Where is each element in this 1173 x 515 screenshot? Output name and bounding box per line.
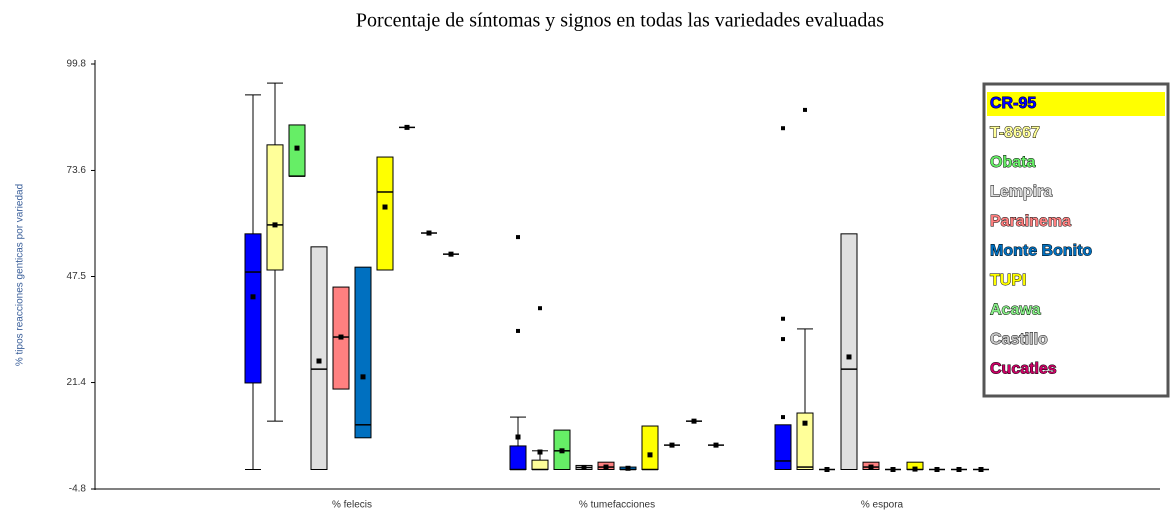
- mean: [360, 374, 366, 380]
- legend-label: Parainema: [990, 213, 1071, 230]
- legend-label: T-8667: [990, 125, 1040, 142]
- legend: [982, 82, 1170, 398]
- y-axis-label: % tipos reacciones genticas por variedad: [15, 184, 26, 366]
- outlier: [781, 337, 785, 342]
- mean: [338, 334, 344, 340]
- mean: [537, 449, 543, 455]
- mean: [912, 466, 918, 472]
- legend-highlight: [987, 92, 1165, 116]
- chart-title: Porcentaje de síntomas y signos en todas…: [356, 10, 884, 32]
- outlier: [781, 415, 785, 420]
- outlier: [803, 107, 807, 112]
- box: [376, 156, 394, 271]
- mean: [316, 358, 322, 364]
- box: [266, 144, 284, 271]
- x-tick-label: % tumefacciones: [579, 500, 655, 511]
- mean: [250, 294, 256, 300]
- legend-label: Cucatles: [990, 361, 1057, 378]
- y-tick-label: 21.4: [67, 377, 87, 388]
- mean: [515, 434, 521, 440]
- outlier: [516, 328, 520, 333]
- mean: [382, 204, 388, 210]
- mean: [802, 420, 808, 426]
- mean: [713, 442, 719, 448]
- box: [531, 459, 549, 470]
- mean: [625, 465, 631, 471]
- y-tick-label: 99.8: [67, 59, 87, 70]
- legend-label: CR-95: [990, 95, 1036, 112]
- box: [244, 233, 262, 384]
- mean: [294, 145, 300, 151]
- outlier: [538, 306, 542, 311]
- box: [354, 266, 372, 439]
- outlier: [781, 316, 785, 321]
- outlier: [781, 126, 785, 131]
- mean: [426, 230, 432, 236]
- legend-label: Obata: [990, 154, 1035, 171]
- mean: [603, 464, 609, 470]
- box: [641, 425, 659, 470]
- mean: [647, 452, 653, 458]
- y-tick-label: -4.8: [69, 484, 87, 495]
- box: [796, 412, 814, 470]
- mean: [978, 466, 984, 472]
- legend-label: Acawa: [990, 302, 1041, 319]
- legend-label: Lempira: [990, 184, 1052, 201]
- mean: [669, 442, 675, 448]
- box: [310, 246, 328, 470]
- outlier: [516, 235, 520, 240]
- y-tick-label: 73.6: [67, 165, 87, 176]
- legend-label: Monte Bonito: [990, 243, 1092, 260]
- y-tick-label: 47.5: [67, 271, 87, 282]
- x-tick-label: % felecis: [332, 500, 372, 511]
- mean: [956, 466, 962, 472]
- mean: [846, 354, 852, 360]
- mean: [559, 448, 565, 454]
- box: [509, 445, 527, 470]
- mean: [691, 418, 697, 424]
- mean: [868, 464, 874, 470]
- mean: [934, 466, 940, 472]
- mean: [824, 466, 830, 472]
- mean: [448, 251, 454, 257]
- legend-label: Castillo: [990, 331, 1048, 348]
- mean: [581, 464, 587, 470]
- mean: [272, 222, 278, 228]
- legend-label: TUPI: [990, 272, 1026, 289]
- box: [840, 233, 858, 470]
- mean: [890, 466, 896, 472]
- mean: [404, 124, 410, 130]
- box: [774, 424, 792, 470]
- x-tick-label: % espora: [861, 500, 904, 511]
